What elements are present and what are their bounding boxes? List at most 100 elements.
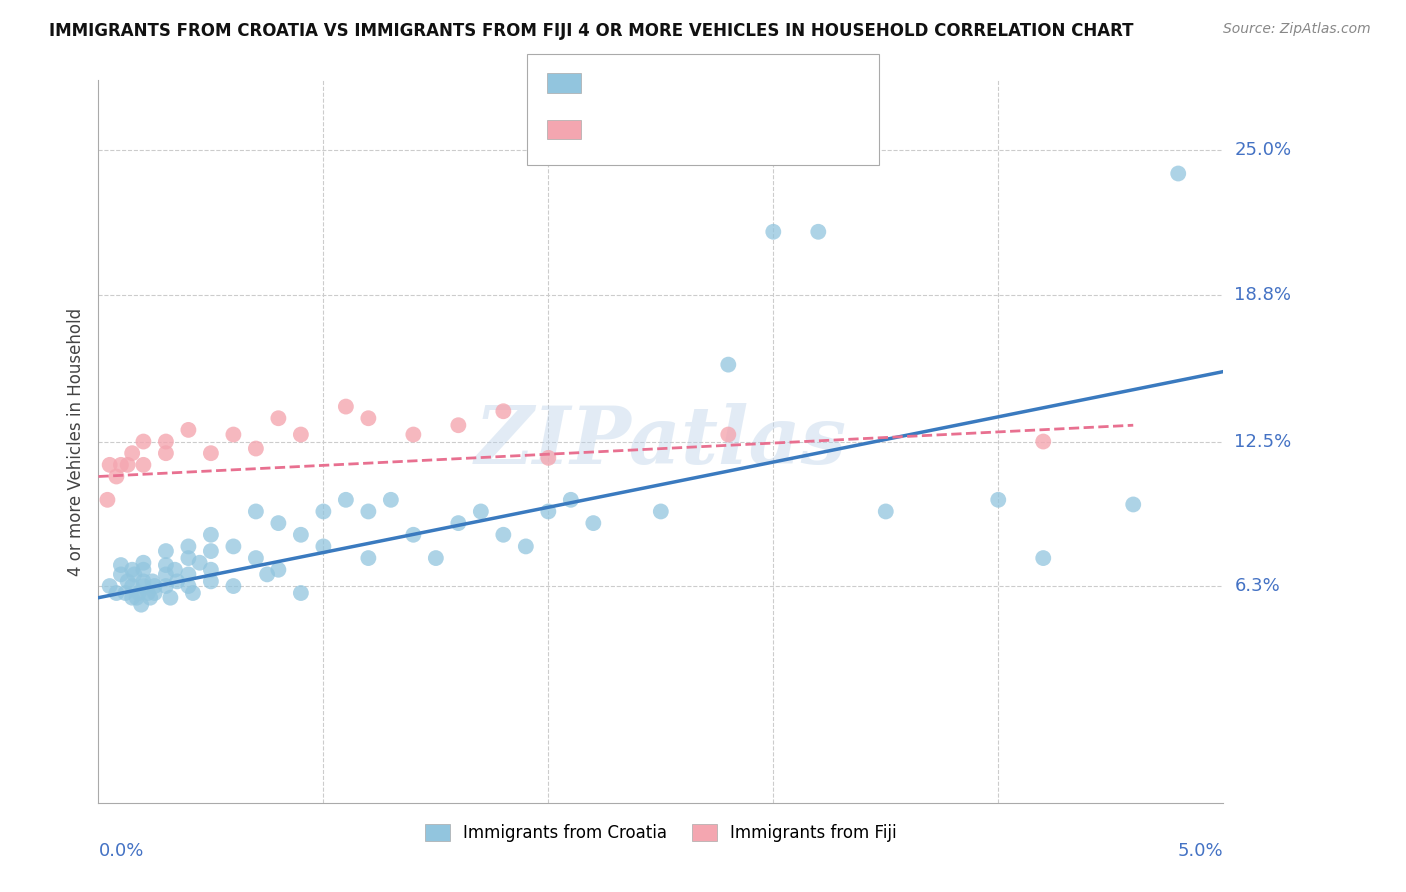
Point: [267, 516, 290, 530]
Y-axis label: 4 or more Vehicles in Household: 4 or more Vehicles in Household: [66, 308, 84, 575]
Point: [177, 423, 200, 437]
Text: 0.383: 0.383: [627, 74, 685, 92]
Point: [110, 558, 132, 572]
Text: IMMIGRANTS FROM CROATIA VS IMMIGRANTS FROM FIJI 4 OR MORE VEHICLES IN HOUSEHOLD : IMMIGRANTS FROM CROATIA VS IMMIGRANTS FR…: [49, 22, 1133, 40]
Point: [132, 574, 155, 589]
Point: [110, 458, 132, 472]
Point: [163, 563, 186, 577]
Point: [114, 586, 136, 600]
Point: [357, 504, 380, 518]
Point: [470, 504, 492, 518]
Point: [96, 492, 118, 507]
Point: [717, 427, 740, 442]
Point: [290, 586, 312, 600]
Point: [200, 544, 222, 558]
Text: Source: ZipAtlas.com: Source: ZipAtlas.com: [1223, 22, 1371, 37]
Point: [132, 579, 155, 593]
Text: 18.8%: 18.8%: [1234, 285, 1291, 303]
Point: [159, 591, 181, 605]
Point: [875, 504, 897, 518]
Point: [312, 504, 335, 518]
Point: [425, 551, 447, 566]
Point: [256, 567, 278, 582]
Text: 6.3%: 6.3%: [1234, 577, 1279, 595]
Point: [98, 458, 121, 472]
Point: [650, 504, 672, 518]
Point: [143, 586, 166, 600]
Legend: Immigrants from Croatia, Immigrants from Fiji: Immigrants from Croatia, Immigrants from…: [418, 817, 904, 848]
Point: [181, 586, 204, 600]
Text: 0.201: 0.201: [627, 120, 683, 138]
Point: [125, 591, 148, 605]
Point: [200, 528, 222, 542]
Point: [128, 586, 150, 600]
Point: [200, 446, 222, 460]
Point: [136, 586, 159, 600]
Point: [582, 516, 605, 530]
Point: [121, 446, 143, 460]
Point: [177, 567, 200, 582]
Point: [402, 528, 425, 542]
Text: R =: R =: [588, 120, 627, 138]
Point: [492, 404, 515, 418]
Point: [155, 567, 177, 582]
Text: 24: 24: [754, 120, 779, 138]
Point: [139, 591, 162, 605]
Point: [177, 579, 200, 593]
Point: [402, 427, 425, 442]
Text: 12.5%: 12.5%: [1234, 433, 1292, 450]
Point: [222, 427, 245, 442]
Point: [245, 551, 267, 566]
Point: [537, 450, 560, 465]
Text: ZIPatlas: ZIPatlas: [475, 403, 846, 480]
Point: [132, 458, 155, 472]
Point: [98, 579, 121, 593]
Point: [143, 579, 166, 593]
Point: [121, 591, 143, 605]
Point: [155, 579, 177, 593]
Point: [132, 434, 155, 449]
Point: [155, 544, 177, 558]
Point: [188, 556, 211, 570]
Point: [380, 492, 402, 507]
Point: [492, 528, 515, 542]
Point: [121, 563, 143, 577]
Point: [155, 446, 177, 460]
Point: [560, 492, 582, 507]
Point: [105, 469, 128, 483]
Point: [129, 598, 152, 612]
Point: [117, 574, 139, 589]
Point: [245, 504, 267, 518]
Point: [1032, 551, 1054, 566]
Point: [312, 540, 335, 554]
Point: [155, 434, 177, 449]
Point: [807, 225, 830, 239]
Point: [1122, 498, 1144, 512]
Point: [290, 427, 312, 442]
Point: [124, 567, 146, 582]
Point: [200, 563, 222, 577]
Point: [155, 558, 177, 572]
Point: [987, 492, 1010, 507]
Point: [447, 516, 470, 530]
Point: [121, 579, 143, 593]
Point: [141, 574, 163, 589]
Point: [515, 540, 537, 554]
Point: [105, 586, 128, 600]
Text: 72: 72: [754, 74, 779, 92]
Point: [267, 411, 290, 425]
Point: [110, 567, 132, 582]
Text: R =: R =: [588, 74, 627, 92]
Point: [762, 225, 785, 239]
Point: [166, 574, 188, 589]
Point: [245, 442, 267, 456]
Point: [357, 411, 380, 425]
Point: [1032, 434, 1054, 449]
Point: [447, 418, 470, 433]
Point: [200, 574, 222, 589]
Text: 0.0%: 0.0%: [98, 842, 143, 860]
Point: [222, 540, 245, 554]
Text: 25.0%: 25.0%: [1234, 141, 1292, 159]
Point: [335, 400, 357, 414]
Point: [290, 528, 312, 542]
